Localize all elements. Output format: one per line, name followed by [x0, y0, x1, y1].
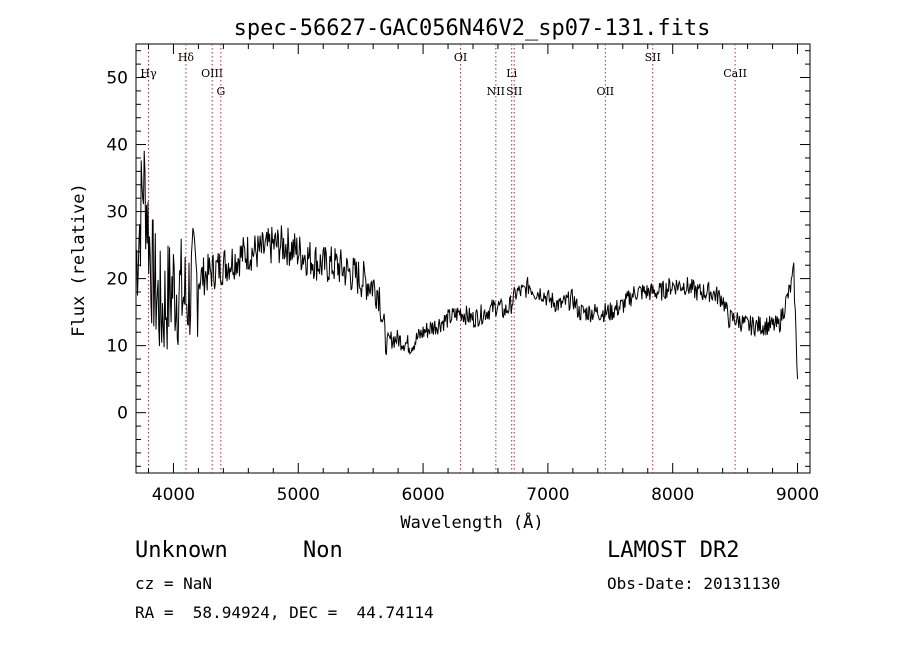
y-tick-label: 40: [106, 136, 128, 156]
x-tick-label: 4000: [152, 485, 195, 505]
line-marker-label: Hγ: [140, 67, 157, 80]
line-marker-label: Hδ: [178, 51, 195, 64]
spectrum-series-line: [135, 150, 798, 380]
plot-frame: [135, 43, 811, 474]
y-tick-label: 20: [106, 270, 128, 290]
x-axis-label: Wavelength (Å): [400, 511, 543, 533]
x-tick-label: 7000: [526, 485, 569, 505]
y-axis-label: Flux (relative): [69, 183, 89, 337]
obs-date: Obs-Date: 20131130: [607, 574, 781, 593]
y-axis: 0 10 20 30 40 50: [106, 50, 810, 467]
line-marker-label: SII: [645, 51, 661, 64]
y-tick-label: 10: [106, 337, 128, 357]
x-tick-label: 5000: [277, 485, 320, 505]
line-marker-label: OI: [454, 51, 467, 64]
line-marker-label: SII: [506, 85, 522, 98]
line-marker-label: OII: [596, 85, 614, 98]
y-tick-label: 0: [117, 404, 128, 424]
survey-label: LAMOST DR2: [607, 538, 740, 563]
redshift-cz: cz = NaN: [135, 574, 213, 593]
x-axis: 4000 5000 6000 7000 8000 9000: [147, 44, 819, 505]
x-tick-label: 6000: [401, 485, 444, 505]
object-class: Unknown: [135, 538, 228, 563]
chart-title: spec-56627-GAC056N46V2_sp07-131.fits: [234, 16, 711, 41]
line-marker-label: NII: [487, 85, 505, 98]
x-tick-label: 8000: [651, 485, 694, 505]
y-tick-label: 50: [106, 69, 128, 89]
y-tick-label: 30: [106, 203, 128, 223]
line-marker-label: OIII: [201, 67, 223, 80]
object-subclass: Non: [303, 538, 343, 563]
x-tick-label: 9000: [776, 485, 819, 505]
line-marker-label: CaII: [723, 67, 747, 80]
coordinates: RA = 58.94924, DEC = 44.74114: [135, 603, 434, 622]
line-marker-label: G: [216, 85, 225, 98]
line-marker-label: Li: [506, 67, 517, 80]
